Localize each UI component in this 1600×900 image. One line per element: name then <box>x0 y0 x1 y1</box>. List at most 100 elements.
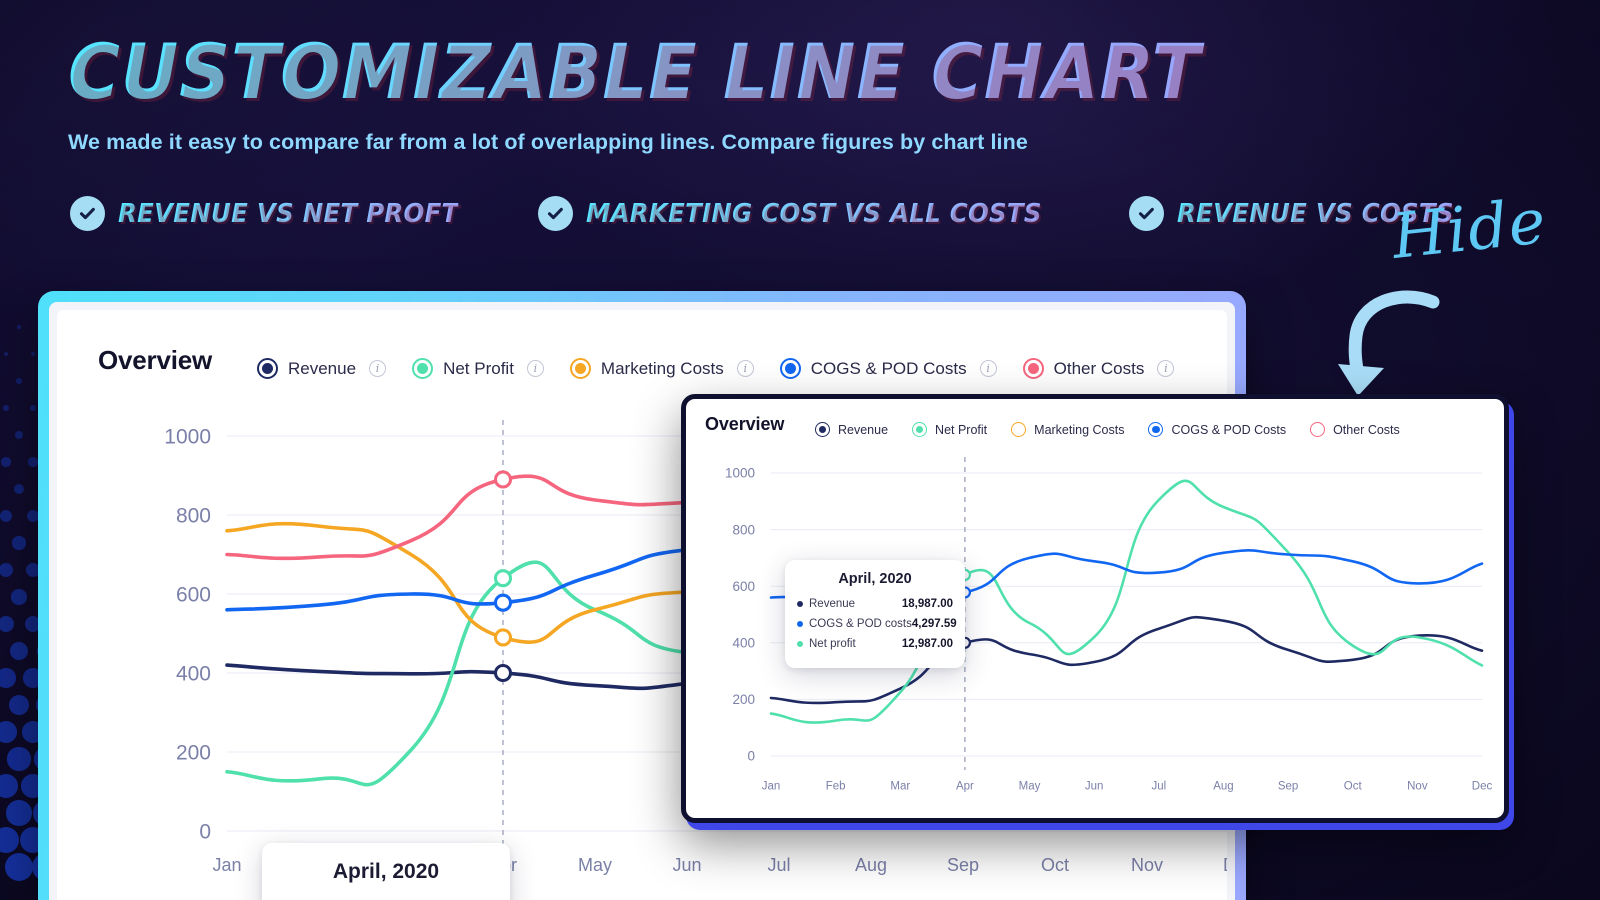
legend-item-net-profit[interactable]: Net Profit i <box>412 358 544 379</box>
radio-unselected-icon[interactable] <box>1011 422 1027 437</box>
halftone-dot <box>16 378 22 384</box>
check-circle-icon <box>538 196 574 231</box>
halftone-dot <box>0 668 16 688</box>
legend-item-net-profit[interactable]: Net Profit <box>912 422 987 437</box>
halftone-dot <box>30 351 36 357</box>
overlay-chart-card[interactable]: Overview Revenue Net Profit Marketing Cost… <box>681 394 1509 823</box>
radio-selected-icon[interactable] <box>912 422 928 437</box>
halftone-dot <box>28 457 38 467</box>
legend-item-marketing-costs[interactable]: Marketing Costs <box>1011 422 1124 437</box>
tooltip-label: Revenue <box>809 598 856 610</box>
x-axis-tick-label: Dec <box>1472 781 1493 793</box>
legend-label: Revenue <box>838 422 889 437</box>
legend-item-marketing-costs[interactable]: Marketing Costs i <box>569 358 754 379</box>
feature-label: MARKETING COST VS ALL COSTS <box>586 198 1043 229</box>
legend-color-dot <box>1152 425 1160 434</box>
legend-item-revenue[interactable]: Revenue i <box>257 358 387 379</box>
halftone-dot <box>13 483 25 495</box>
y-axis-tick-label: 800 <box>732 522 755 537</box>
x-axis-tick-label: Mar <box>890 781 910 793</box>
halftone-dot <box>9 641 29 661</box>
x-axis-tick-label: Jul <box>767 855 790 875</box>
feature-list: REVENUE VS NET PROFT MARKETING COST VS A… <box>70 196 1530 231</box>
x-axis-tick-label: Jan <box>212 855 241 875</box>
legend-item-other-costs[interactable]: Other Costs <box>1310 422 1400 437</box>
legend-item-revenue[interactable]: Revenue <box>815 422 888 437</box>
legend-label: Marketing Costs <box>600 358 724 378</box>
legend-item-other-costs[interactable]: Other Costs i <box>1022 358 1175 379</box>
tooltip-value: 18,987.00 <box>901 598 953 610</box>
y-axis-tick-label: 200 <box>732 692 755 707</box>
y-axis-tick-label: 600 <box>176 583 211 606</box>
tooltip-color-dot <box>797 621 803 627</box>
tooltip-color-dot <box>797 641 803 647</box>
header: CUSTOMIZABLE LINE CHART We made it easy … <box>68 34 1318 155</box>
curved-arrow-down-icon <box>1330 280 1460 398</box>
legend-color-dot <box>262 363 273 374</box>
halftone-dot <box>14 430 24 440</box>
y-axis-tick-label: 400 <box>176 662 211 685</box>
halftone-dot <box>12 536 26 550</box>
info-icon[interactable]: i <box>526 360 544 377</box>
tooltip-label: Net profit <box>809 638 856 650</box>
x-axis-tick-label: Jun <box>1085 781 1104 793</box>
info-icon[interactable]: i <box>369 360 387 377</box>
radio-selected-icon[interactable] <box>815 422 830 437</box>
x-axis-tick-label: Feb <box>826 781 846 793</box>
legend-color-dot <box>818 425 827 434</box>
page-title: CUSTOMIZABLE LINE CHART <box>68 34 1231 110</box>
halftone-dot <box>0 562 14 578</box>
halftone-dot <box>3 351 9 357</box>
info-icon[interactable]: i <box>979 360 997 377</box>
halftone-dot <box>0 510 12 522</box>
legend-item-cogs-pod-costs[interactable]: COGS & POD Costs i <box>779 358 997 379</box>
info-icon[interactable]: i <box>736 360 754 377</box>
tooltip-row: Net profit 12,987.00 <box>797 638 953 650</box>
feature-item-revenue-vs-costs[interactable]: REVENUE VS COSTS <box>1129 196 1471 231</box>
legend-label: COGS & POD Costs <box>1171 422 1287 437</box>
halftone-dot <box>11 589 27 605</box>
overlay-chart-tooltip: April, 2020 Revenue 18,987.00 COGS & POD c… <box>785 560 965 668</box>
radio-selected-icon[interactable] <box>779 358 801 379</box>
halftone-dot <box>0 826 20 854</box>
radio-unselected-icon[interactable] <box>1310 422 1326 437</box>
hide-annotation-label: Hide <box>1388 184 1550 273</box>
tooltip-value: 4,297.59 <box>911 618 957 630</box>
main-chart-legend: Revenue i Net Profit i Marketing Costs i COGS … <box>257 358 1200 379</box>
tooltip-title: April, 2020 <box>838 571 912 587</box>
x-axis-tick-label: May <box>1019 781 1041 793</box>
legend-label: Other Costs <box>1053 358 1145 378</box>
check-circle-icon <box>1129 196 1165 231</box>
halftone-dot <box>2 404 10 412</box>
tooltip-rows: Revenue 18,987.00 COGS & POD costs 4,297.59… <box>797 598 957 650</box>
radio-selected-icon[interactable] <box>1022 358 1044 379</box>
legend-color-dot <box>784 363 796 374</box>
legend-label: Revenue <box>288 358 357 378</box>
tooltip-row: COGS & POD costs 4,297.59 <box>797 618 957 630</box>
radio-selected-icon[interactable] <box>569 358 591 379</box>
legend-label: COGS & POD Costs <box>810 358 967 378</box>
info-icon[interactable]: i <box>1157 360 1175 377</box>
x-axis-tick-label: Aug <box>855 855 887 875</box>
radio-selected-icon[interactable] <box>257 358 278 379</box>
feature-item-marketing-cost-vs-all-costs[interactable]: MARKETING COST VS ALL COSTS <box>538 196 1071 231</box>
y-axis-tick-label: 1000 <box>164 425 211 448</box>
tooltip-value: 12,987.00 <box>901 638 953 650</box>
y-axis-tick-label: 400 <box>732 636 755 651</box>
legend-item-cogs-pod-costs[interactable]: COGS & POD Costs <box>1148 422 1286 437</box>
halftone-dot <box>7 747 31 771</box>
halftone-dot <box>17 325 21 329</box>
feature-item-revenue-vs-net-profit[interactable]: REVENUE VS NET PROFT <box>70 196 480 231</box>
radio-selected-icon[interactable] <box>412 358 434 379</box>
tooltip-label: COGS & POD costs <box>809 618 912 630</box>
halftone-dot <box>1 457 11 467</box>
radio-selected-icon[interactable] <box>1148 422 1164 437</box>
page-subtitle: We made it easy to compare far from a lo… <box>68 130 1028 154</box>
legend-color-dot <box>1027 363 1039 374</box>
check-circle-icon <box>70 196 105 231</box>
legend-label: Other Costs <box>1333 422 1400 437</box>
overlay-chart-legend: Revenue Net Profit Marketing Costs COGS & P… <box>815 422 1424 437</box>
series-marker-net-profit <box>493 569 513 588</box>
y-axis-tick-label: 1000 <box>725 466 755 481</box>
